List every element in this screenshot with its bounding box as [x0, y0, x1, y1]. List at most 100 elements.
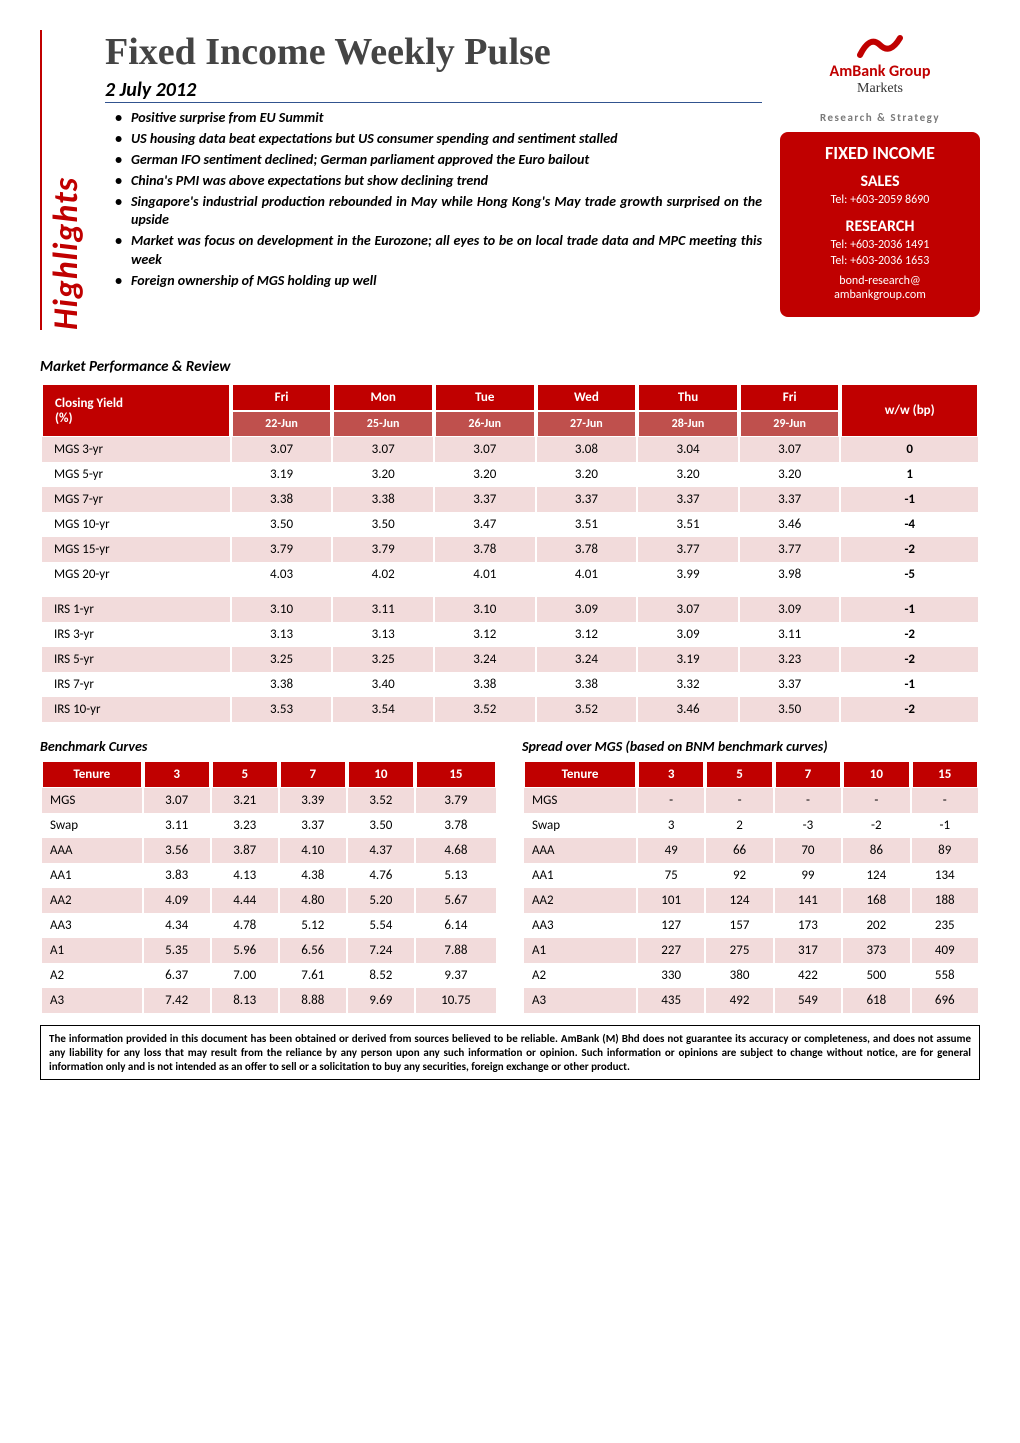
highlight-bullet: Singapore's industrial production reboun…: [115, 193, 762, 231]
cell: 4.80: [280, 888, 346, 913]
table-row: MGS 10-yr3.503.503.473.513.513.46-4: [42, 512, 978, 537]
cell: 3.13: [232, 622, 332, 647]
email-line1: bond-research@: [839, 274, 920, 288]
tenure-label-header: Tenure: [524, 761, 636, 788]
cell: 3.20: [435, 462, 535, 487]
row-label: Swap: [524, 813, 636, 838]
date-header: 27-Jun: [537, 411, 637, 437]
cell: 70: [775, 838, 841, 863]
table-row: MGS 5-yr3.193.203.203.203.203.201: [42, 462, 978, 487]
highlights-sidebar-label: Highlights: [40, 30, 87, 330]
row-label: AAA: [524, 838, 636, 863]
cell: 3.46: [740, 512, 840, 537]
date-header: 29-Jun: [740, 411, 840, 437]
cell: 5.13: [416, 863, 496, 888]
cell: -: [775, 788, 841, 813]
table-row: MGS 15-yr3.793.793.783.783.773.77-2: [42, 537, 978, 562]
cell: 101: [638, 888, 704, 913]
cell: 3.79: [232, 537, 332, 562]
day-header: Fri: [740, 384, 840, 411]
date-header: 25-Jun: [333, 411, 433, 437]
cell: 4.34: [144, 913, 210, 938]
cell: 124: [706, 888, 772, 913]
cell: 49: [638, 838, 704, 863]
cell: 3.99: [638, 562, 738, 587]
cell: 168: [843, 888, 909, 913]
table-row: MGS 7-yr3.383.383.373.373.373.37-1: [42, 487, 978, 512]
cell: 380: [706, 963, 772, 988]
contact-box: FIXED INCOME SALES Tel: +603-2059 8690 R…: [780, 132, 980, 317]
cell: 3.46: [638, 697, 738, 722]
cell: 3.54: [333, 697, 433, 722]
closing-yield-body-mgs: MGS 3-yr3.073.073.073.083.043.070MGS 5-y…: [42, 437, 978, 587]
cell: 3.24: [435, 647, 535, 672]
tenure-header: 5: [212, 761, 278, 788]
row-label: Swap: [42, 813, 142, 838]
cell: 89: [912, 838, 978, 863]
section-performance-title: Market Performance & Review: [40, 358, 980, 376]
cell: 422: [775, 963, 841, 988]
cell: 5.20: [348, 888, 414, 913]
table-row: AA24.094.444.805.205.67: [42, 888, 496, 913]
cell: 500: [843, 963, 909, 988]
tenure-header: 7: [280, 761, 346, 788]
closing-yield-table: Closing Yield(%)FriMonTueWedThuFriw/w (b…: [40, 384, 980, 722]
cell: 9.69: [348, 988, 414, 1013]
cell: 3.11: [144, 813, 210, 838]
table-row: AAA4966708689: [524, 838, 978, 863]
row-label: AA3: [42, 913, 142, 938]
cell: 3.37: [435, 487, 535, 512]
highlights-list: Positive surprise from EU SummitUS housi…: [105, 109, 762, 291]
cell: 6.14: [416, 913, 496, 938]
cell: -1: [912, 813, 978, 838]
cell: 4.37: [348, 838, 414, 863]
cell: 3.50: [740, 697, 840, 722]
cell: -: [638, 788, 704, 813]
cell: 3.52: [435, 697, 535, 722]
row-label: A2: [42, 963, 142, 988]
cell: 3.09: [638, 622, 738, 647]
cell: 86: [843, 838, 909, 863]
row-label: MGS 7-yr: [42, 487, 230, 512]
table-row: MGS-----: [524, 788, 978, 813]
cell: 4.78: [212, 913, 278, 938]
cell: 3.37: [638, 487, 738, 512]
cell: 3.77: [740, 537, 840, 562]
curves-row: Benchmark Curves Tenure3571015 MGS3.073.…: [40, 728, 980, 1013]
cell: 3: [638, 813, 704, 838]
page-title: Fixed Income Weekly Pulse: [105, 30, 762, 74]
cell: 4.44: [212, 888, 278, 913]
cell: 3.52: [348, 788, 414, 813]
day-header: Fri: [232, 384, 332, 411]
cell: 7.61: [280, 963, 346, 988]
cell: 3.52: [537, 697, 637, 722]
cell: 3.98: [740, 562, 840, 587]
cell: 157: [706, 913, 772, 938]
research-tel-2: Tel: +603-2036 1653: [788, 254, 972, 268]
row-label: AA1: [42, 863, 142, 888]
ww-header: w/w (bp): [841, 384, 978, 437]
cell: 9.37: [416, 963, 496, 988]
benchmark-curves-col: Benchmark Curves Tenure3571015 MGS3.073.…: [40, 728, 498, 1013]
cell: 10.75: [416, 988, 496, 1013]
cell: 3.24: [537, 647, 637, 672]
cell: 558: [912, 963, 978, 988]
table-row: MGS3.073.213.393.523.79: [42, 788, 496, 813]
cell: 141: [775, 888, 841, 913]
row-label: MGS: [524, 788, 636, 813]
table-row: Swap32-3-2-1: [524, 813, 978, 838]
row-label: AAA: [42, 838, 142, 863]
row-label: IRS 7-yr: [42, 672, 230, 697]
table-row: AA3127157173202235: [524, 913, 978, 938]
cell: 3.37: [740, 487, 840, 512]
cell: 3.10: [232, 597, 332, 622]
row-label: MGS 5-yr: [42, 462, 230, 487]
cell: 66: [706, 838, 772, 863]
cell: 4.01: [435, 562, 535, 587]
cell: 696: [912, 988, 978, 1013]
cell: 127: [638, 913, 704, 938]
cell: 4.68: [416, 838, 496, 863]
cell: 6.37: [144, 963, 210, 988]
row-label: MGS 10-yr: [42, 512, 230, 537]
cell: 3.37: [740, 672, 840, 697]
